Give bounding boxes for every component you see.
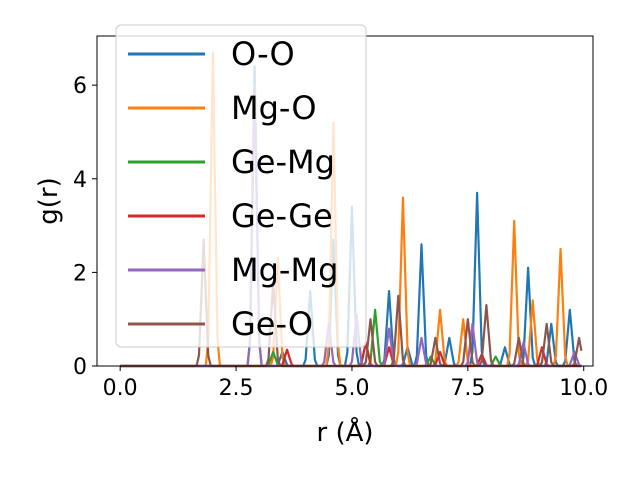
y-tick-label: 2 xyxy=(73,261,87,286)
legend-label: Ge-Ge xyxy=(231,197,333,235)
legend-label: Mg-Mg xyxy=(231,251,338,289)
y-tick-label: 0 xyxy=(73,355,87,380)
x-tick-label: 2.5 xyxy=(219,376,254,401)
x-tick-label: 0.0 xyxy=(103,376,138,401)
legend-label: Mg-O xyxy=(231,89,317,127)
legend: O-O Mg-O Ge-Mg Ge-Ge Mg-Mg Ge-O xyxy=(115,24,367,348)
y-axis-label: g(r) xyxy=(34,177,64,224)
legend-label: O-O xyxy=(231,35,295,73)
x-axis: 0.0 2.5 5.0 7.5 10.0 xyxy=(103,366,608,401)
legend-label: Ge-Mg xyxy=(231,143,335,181)
legend-box xyxy=(115,24,367,348)
legend-label: Ge-O xyxy=(231,305,313,343)
y-tick-label: 6 xyxy=(73,74,87,99)
x-axis-label: r (Å) xyxy=(316,416,373,448)
x-tick-label: 7.5 xyxy=(450,376,485,401)
y-tick-label: 4 xyxy=(73,168,87,193)
x-tick-label: 5.0 xyxy=(334,376,369,401)
y-axis: 0 2 4 6 xyxy=(73,74,97,380)
x-tick-label: 10.0 xyxy=(559,376,608,401)
